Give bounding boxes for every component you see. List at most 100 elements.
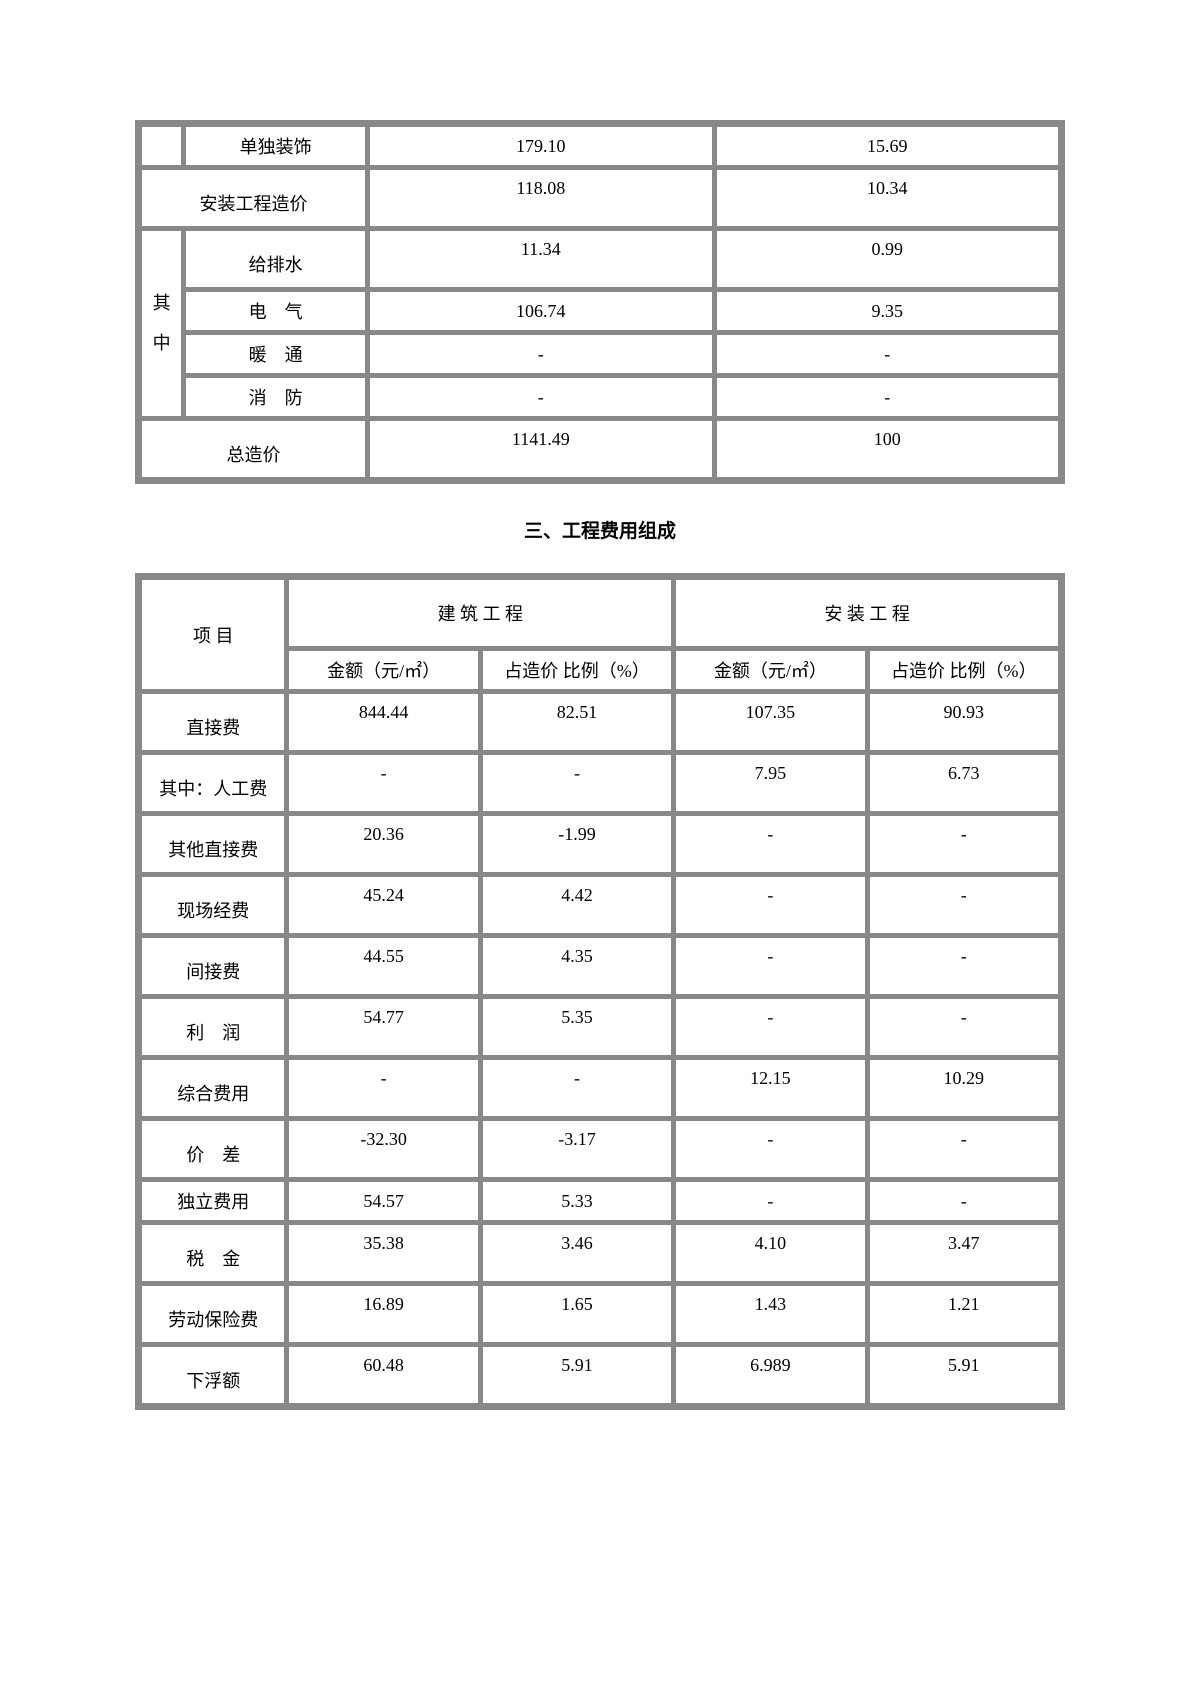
section-title: 三、工程费用组成: [135, 516, 1065, 543]
row-value-1: -: [369, 334, 712, 374]
header-part-1: 安 装 工 程: [675, 579, 1059, 647]
row-value: 5.33: [482, 1181, 672, 1221]
row-value: 3.46: [482, 1224, 672, 1282]
row-value: 7.95: [675, 754, 865, 812]
subheader-0-0: 金额（元/㎡）: [288, 650, 478, 690]
row-value-2: -: [716, 377, 1059, 417]
row-value: 1.21: [869, 1285, 1059, 1343]
row-label: 直接费: [141, 693, 285, 751]
table-row: 综合费用--12.1510.29: [141, 1059, 1059, 1117]
row-value-1: 179.10: [369, 126, 712, 166]
row-value: -: [288, 754, 478, 812]
row-value: -: [675, 815, 865, 873]
side-group-label: 其中: [141, 230, 182, 417]
row-label: 下浮额: [141, 1346, 285, 1404]
table-row: 下浮额60.485.916.9895.91: [141, 1346, 1059, 1404]
cost-composition-table: 项 目 建 筑 工 程 安 装 工 程 金额（元/㎡） 占造价 比例（%） 金额…: [135, 573, 1065, 1410]
row-value: -: [482, 754, 672, 812]
row-value-2: 15.69: [716, 126, 1059, 166]
row-value: 5.91: [869, 1346, 1059, 1404]
table-row: 现场经费45.244.42--: [141, 876, 1059, 934]
row-value: 4.35: [482, 937, 672, 995]
row-value-2: -: [716, 334, 1059, 374]
row-label: 价 差: [141, 1120, 285, 1178]
table-row: 税 金35.383.464.103.47: [141, 1224, 1059, 1282]
row-value: 16.89: [288, 1285, 478, 1343]
cost-breakdown-table: 单独装饰 179.10 15.69 安装工程造价 118.08 10.34 其中…: [135, 120, 1065, 484]
row-value: -: [869, 937, 1059, 995]
row-value-1: 1141.49: [369, 420, 712, 478]
row-value: -: [482, 1059, 672, 1117]
table-row: 直接费844.4482.51107.3590.93: [141, 693, 1059, 751]
row-value: 10.29: [869, 1059, 1059, 1117]
table-row: 独立费用54.575.33--: [141, 1181, 1059, 1221]
row-value: 90.93: [869, 693, 1059, 751]
row-value-2: 0.99: [716, 230, 1059, 288]
row-value-2: 100: [716, 420, 1059, 478]
row-label: 暖 通: [185, 334, 366, 374]
subheader-1-0: 金额（元/㎡）: [675, 650, 865, 690]
row-value: -: [869, 1120, 1059, 1178]
table-row: 价 差-32.30-3.17--: [141, 1120, 1059, 1178]
row-value: 4.10: [675, 1224, 865, 1282]
row-value: 60.48: [288, 1346, 478, 1404]
header-item: 项 目: [141, 579, 285, 690]
row-value: 6.73: [869, 754, 1059, 812]
row-label: 利 润: [141, 998, 285, 1056]
row-value: 54.57: [288, 1181, 478, 1221]
row-label: 其中：人工费: [141, 754, 285, 812]
row-value: -: [869, 1181, 1059, 1221]
row-value-1: 106.74: [369, 291, 712, 331]
row-value: 1.65: [482, 1285, 672, 1343]
row-value-1: 11.34: [369, 230, 712, 288]
row-value: 5.91: [482, 1346, 672, 1404]
row-value: 54.77: [288, 998, 478, 1056]
row-value-2: 10.34: [716, 169, 1059, 227]
row-value: -: [675, 876, 865, 934]
row-value: -: [869, 998, 1059, 1056]
row-label: 电 气: [185, 291, 366, 331]
header-part-0: 建 筑 工 程: [288, 579, 672, 647]
row-label: 总造价: [141, 420, 366, 478]
row-value-1: -: [369, 377, 712, 417]
row-label: 独立费用: [141, 1181, 285, 1221]
row-value: 844.44: [288, 693, 478, 751]
row-value: -: [675, 937, 865, 995]
row-label: 现场经费: [141, 876, 285, 934]
row-value: 82.51: [482, 693, 672, 751]
table-row: 劳动保险费16.891.651.431.21: [141, 1285, 1059, 1343]
row-label: 给排水: [185, 230, 366, 288]
row-label: 单独装饰: [185, 126, 366, 166]
row-label: 安装工程造价: [141, 169, 366, 227]
row-value: 12.15: [675, 1059, 865, 1117]
row-label: 劳动保险费: [141, 1285, 285, 1343]
row-value: 107.35: [675, 693, 865, 751]
row-label: 其他直接费: [141, 815, 285, 873]
subheader-0-1: 占造价 比例（%）: [482, 650, 672, 690]
table-row: 利 润54.775.35--: [141, 998, 1059, 1056]
row-value: 1.43: [675, 1285, 865, 1343]
row-value: -: [869, 815, 1059, 873]
row-value: -: [288, 1059, 478, 1117]
row-value: -: [675, 1120, 865, 1178]
row-label: 间接费: [141, 937, 285, 995]
row-value: -3.17: [482, 1120, 672, 1178]
table-row: 间接费44.554.35--: [141, 937, 1059, 995]
row-value: 35.38: [288, 1224, 478, 1282]
row-value: -1.99: [482, 815, 672, 873]
row-value-1: 118.08: [369, 169, 712, 227]
row-value: -: [869, 876, 1059, 934]
row-value: -32.30: [288, 1120, 478, 1178]
row-value-2: 9.35: [716, 291, 1059, 331]
row-value: 5.35: [482, 998, 672, 1056]
row-value: 20.36: [288, 815, 478, 873]
row-value: 45.24: [288, 876, 478, 934]
row-value: 3.47: [869, 1224, 1059, 1282]
row-label: 消 防: [185, 377, 366, 417]
row-value: -: [675, 998, 865, 1056]
row-value: 6.989: [675, 1346, 865, 1404]
side-cell-empty: [141, 126, 182, 166]
row-label: 综合费用: [141, 1059, 285, 1117]
row-value: 4.42: [482, 876, 672, 934]
table-row: 其他直接费20.36-1.99--: [141, 815, 1059, 873]
